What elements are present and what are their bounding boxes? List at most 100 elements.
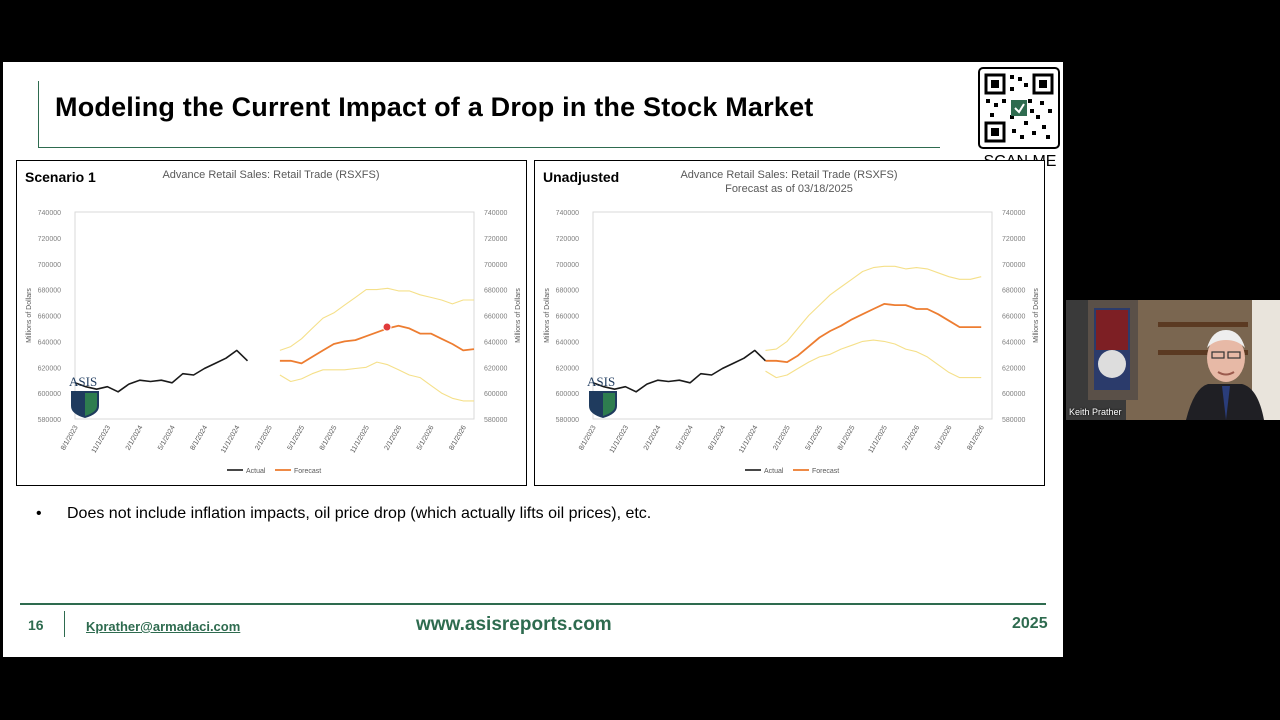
y-tick-label-right: 620000 — [484, 365, 507, 372]
legend-label-actual: Actual — [246, 468, 266, 475]
y-tick-label-right: 660000 — [1002, 314, 1025, 321]
x-tick-label: 8/1/2026 — [966, 424, 986, 451]
page-number: 16 — [28, 617, 44, 633]
x-tick-label: 8/1/2025 — [837, 424, 857, 451]
x-tick-label: 5/1/2024 — [157, 424, 177, 451]
asis-shield-half-icon — [603, 393, 615, 416]
chart-title: Advance Retail Sales: Retail Trade (RSXF… — [680, 169, 897, 181]
y-tick-label-left: 700000 — [556, 262, 579, 269]
y-tick-label-left: 680000 — [38, 288, 61, 295]
title-accent-bar — [38, 81, 39, 147]
footer-divider — [20, 603, 1046, 605]
x-tick-label: 5/1/2025 — [805, 424, 825, 451]
y-tick-label-right: 680000 — [484, 288, 507, 295]
y-tick-label-right: 620000 — [1002, 365, 1025, 372]
asis-logo-text: ASIS — [587, 374, 615, 389]
y-tick-label-right: 580000 — [484, 417, 507, 424]
slide: Modeling the Current Impact of a Drop in… — [3, 62, 1063, 657]
x-tick-label: 2/1/2024 — [125, 424, 145, 451]
x-tick-label: 11/1/2023 — [609, 424, 630, 454]
title-underline — [38, 147, 940, 148]
x-tick-label: 5/1/2026 — [934, 424, 954, 451]
footer-separator — [64, 611, 65, 637]
y-tick-label-right: 600000 — [1002, 391, 1025, 398]
y-tick-label-right: 700000 — [484, 262, 507, 269]
y-tick-label-right: 660000 — [484, 314, 507, 321]
y-tick-label-left: 680000 — [556, 288, 579, 295]
y-tick-label-left: 640000 — [38, 339, 61, 346]
y-tick-label-left: 660000 — [556, 314, 579, 321]
y-tick-label-left: 720000 — [556, 236, 579, 243]
bullet-text: Does not include inflation impacts, oil … — [67, 505, 652, 522]
plot-area — [592, 211, 993, 420]
x-tick-label: 8/1/2024 — [189, 424, 209, 451]
x-tick-label: 8/1/2023 — [60, 424, 80, 451]
legend-label-forecast: Forecast — [812, 468, 839, 475]
x-tick-label: 11/1/2025 — [350, 424, 371, 454]
y-tick-label-right: 720000 — [1002, 236, 1025, 243]
y-tick-label-left: 720000 — [38, 236, 61, 243]
x-tick-label: 11/1/2025 — [868, 424, 889, 454]
slide-title: Modeling the Current Impact of a Drop in… — [55, 92, 814, 122]
webcam-video — [1066, 300, 1280, 420]
webcam-tile[interactable]: Keith Prather — [1066, 300, 1280, 420]
chart-subtitle: Forecast as of 03/18/2025 — [725, 183, 853, 195]
y-tick-label-right: 740000 — [1002, 210, 1025, 217]
x-tick-label: 2/1/2025 — [772, 424, 792, 451]
y-tick-label-left: 620000 — [38, 365, 61, 372]
series-line-forecast — [765, 302, 982, 364]
website-link[interactable]: www.asisreports.com — [416, 614, 612, 635]
series-line-forecast — [279, 324, 475, 365]
y-axis-label-right: Millions of Dollars — [515, 288, 522, 343]
y-tick-label-right: 700000 — [1002, 262, 1025, 269]
participant-name: Keith Prather — [1069, 407, 1122, 417]
series-line-actual — [74, 349, 249, 393]
qr-code-icon — [984, 73, 1054, 143]
plot-area — [74, 211, 475, 420]
y-tick-label-left: 640000 — [556, 339, 579, 346]
y-tick-label-left: 580000 — [556, 417, 579, 424]
panel-label: Unadjusted — [543, 169, 620, 185]
x-tick-label: 2/1/2026 — [384, 424, 404, 451]
x-tick-label: 8/1/2023 — [578, 424, 598, 451]
asis-logo-text: ASIS — [69, 374, 97, 389]
y-tick-label-left: 740000 — [38, 210, 61, 217]
pointer-cursor-icon — [382, 322, 392, 332]
x-tick-label: 2/1/2025 — [254, 424, 274, 451]
y-tick-label-right: 600000 — [484, 391, 507, 398]
y-axis-label-right: Millions of Dollars — [1033, 288, 1040, 343]
footer-year: 2025 — [1012, 615, 1048, 632]
x-tick-label: 11/1/2023 — [91, 424, 112, 454]
asis-logo: ASIS — [69, 374, 99, 418]
y-tick-label-right: 580000 — [1002, 417, 1025, 424]
y-tick-label-left: 660000 — [38, 314, 61, 321]
series-line-actual — [592, 349, 767, 393]
x-tick-label: 5/1/2025 — [287, 424, 307, 451]
series-line-lower-bound — [765, 339, 982, 379]
x-tick-label: 5/1/2024 — [675, 424, 695, 451]
qr-code[interactable] — [978, 67, 1060, 149]
y-axis-label-left: Millions of Dollars — [26, 288, 33, 343]
y-tick-label-right: 680000 — [1002, 288, 1025, 295]
email-link[interactable]: Kprather@armadaci.com — [86, 619, 241, 634]
y-tick-label-right: 720000 — [484, 236, 507, 243]
x-tick-label: 8/1/2026 — [448, 424, 468, 451]
legend-label-actual: Actual — [764, 468, 784, 475]
y-tick-label-left: 600000 — [38, 391, 61, 398]
series-line-upper-bound — [765, 265, 982, 351]
asis-shield-half-icon — [85, 393, 97, 416]
chart-title: Advance Retail Sales: Retail Trade (RSXF… — [162, 169, 379, 181]
y-tick-label-right: 640000 — [1002, 339, 1025, 346]
y-tick-label-left: 580000 — [38, 417, 61, 424]
series-line-upper-bound — [279, 287, 474, 351]
chart-unadjusted: Advance Retail Sales: Retail Trade (RSXF… — [544, 169, 1040, 475]
chart-scenario-1: Advance Retail Sales: Retail Trade (RSXF… — [26, 169, 522, 475]
panel-label: Scenario 1 — [25, 169, 96, 185]
y-tick-label-left: 740000 — [556, 210, 579, 217]
bullet-marker: • — [36, 505, 42, 522]
asis-logo: ASIS — [587, 374, 617, 418]
x-tick-label: 5/1/2026 — [416, 424, 436, 451]
y-tick-label-left: 620000 — [556, 365, 579, 372]
chart-panel-unadjusted: Advance Retail Sales: Retail Trade (RSXF… — [534, 160, 1045, 486]
x-tick-label: 8/1/2024 — [707, 424, 727, 451]
